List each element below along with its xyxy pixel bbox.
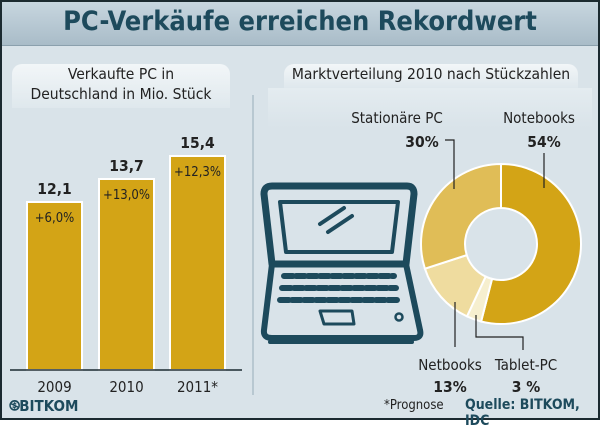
source: Quelle: BITKOM, IDC (465, 397, 580, 429)
slice-notebooks (479, 162, 582, 325)
bitkom-logo: 🄏︎BITKOM (10, 397, 78, 416)
logo-text: BITKOM (19, 397, 79, 415)
title-bar: PC-Verkäufe erreichen Rekordwert (2, 2, 598, 46)
chart-svg: +6,0% 12,1 2009 +13,0% 13,7 2010 +12,3% 15,4 201… (10, 109, 582, 396)
bar-chart-title-line2: Deutschland in Mio. Stück (30, 85, 212, 103)
pie-chart-title: Marktverteilung 2010 nach Stückzahlen (284, 64, 578, 88)
leader-tablet (475, 315, 524, 350)
bar-chart-title-line1: Verkaufte PC in (67, 65, 175, 83)
pie-panel-header (268, 88, 592, 128)
value-notebooks: 54% (527, 133, 560, 151)
logo-swoosh-icon: 🄏︎ (10, 397, 20, 415)
category-label: 2011* (177, 378, 218, 396)
footnote: *Prognose (384, 398, 444, 413)
growth-label: +6,0% (35, 211, 75, 226)
label-stationaere: Stationäre PC (351, 109, 443, 127)
label-netbooks: Netbooks (418, 356, 482, 374)
laptop-icon (260, 182, 424, 344)
leader-lines (445, 139, 545, 350)
growth-label: +12,3% (174, 165, 221, 180)
bar-2009 (26, 201, 83, 371)
growth-label: +13,0% (103, 188, 150, 203)
value-label: 15,4 (180, 134, 215, 152)
leader-stationaere (445, 139, 455, 189)
label-tablet: Tablet-PC (494, 356, 557, 374)
bar-2011* (169, 155, 226, 371)
bar-2010 (98, 178, 155, 371)
chart-title: PC-Verkäufe erreichen Rekordwert (63, 6, 537, 37)
value-tablet: 3 % (512, 378, 541, 396)
value-stationaere: 30% (405, 133, 438, 151)
bar-chart-title-tab: Verkaufte PC in Deutschland in Mio. Stüc… (12, 64, 230, 108)
value-label: 12,1 (37, 180, 71, 198)
value-netbooks: 13% (433, 378, 466, 396)
label-notebooks: Notebooks (503, 109, 575, 127)
category-label: 2009 (37, 378, 71, 396)
divider (252, 95, 254, 395)
category-label: 2010 (109, 378, 143, 396)
slice-stationrepc (420, 162, 502, 270)
value-label: 13,7 (109, 157, 143, 175)
